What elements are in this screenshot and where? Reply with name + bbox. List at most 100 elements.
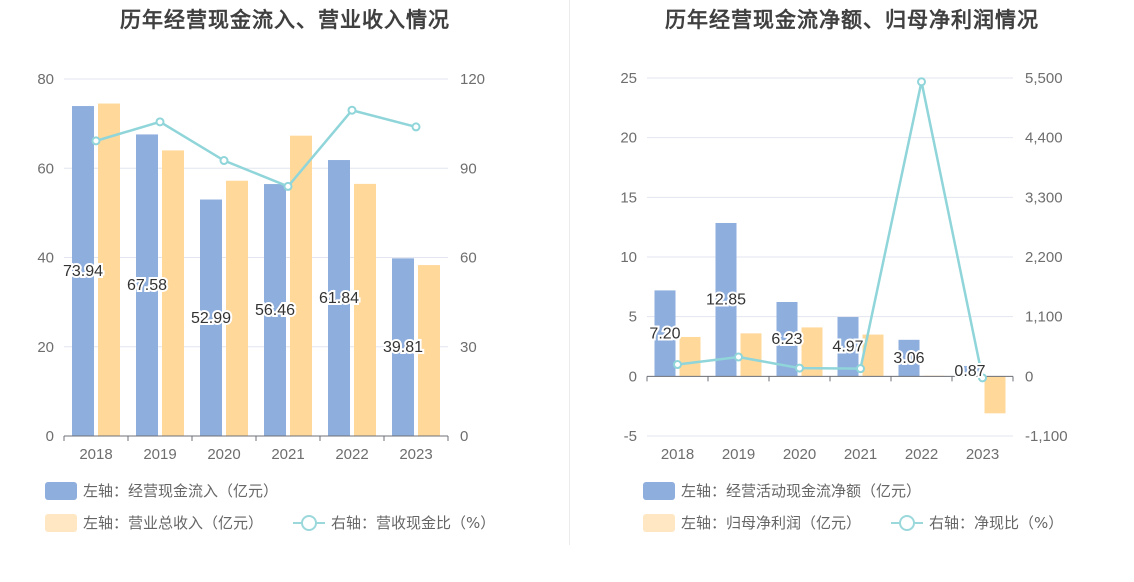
left-data-label: 52.99 bbox=[191, 310, 231, 327]
y-left-tick-label: 0 bbox=[629, 368, 637, 385]
right-bar-secondary bbox=[740, 333, 762, 377]
legend-item-left-1[interactable]: 左轴：营业总收入（亿元） bbox=[45, 512, 263, 533]
left-ratio-point bbox=[347, 105, 357, 115]
right-data-label: 3.06 bbox=[893, 350, 924, 367]
y-left-tick-label: -5 bbox=[624, 428, 637, 445]
legend-line-marker-icon bbox=[891, 514, 923, 532]
right-ratio-point bbox=[673, 360, 682, 370]
legend-item-right-2[interactable]: 右轴：净现比（%） bbox=[891, 512, 1063, 533]
y-left-tick-label: 60 bbox=[37, 160, 54, 177]
y-left-tick-label: 20 bbox=[37, 339, 54, 356]
right-ratio-point bbox=[856, 364, 865, 374]
right-bar-secondary bbox=[984, 376, 1006, 414]
right-bar-secondary bbox=[801, 327, 823, 377]
left-bar-primary bbox=[264, 184, 286, 436]
chart-panel-left: 历年经营现金流入、营业收入情况 0 20 40 60 80 0 30 60 90 120 2018 2… bbox=[37, 8, 495, 533]
right-bar-secondary bbox=[862, 334, 884, 377]
left-ratio-point bbox=[411, 122, 421, 132]
x-tick-label: 2018 bbox=[661, 446, 694, 463]
y-left-tick-label: 5 bbox=[629, 309, 637, 326]
legend-swatch-bar-primary bbox=[45, 481, 77, 500]
x-tick-label: 2021 bbox=[844, 446, 877, 463]
x-tick-label: 2020 bbox=[207, 446, 240, 463]
chart-panel-right: 历年经营现金流净额、归母净利润情况 -5 0 5 10 15 20 25 -1,100 0 1,1… bbox=[570, 0, 1134, 582]
left-bar-primary bbox=[328, 160, 350, 436]
left-ratio-line bbox=[95, 108, 417, 188]
y-left-tick-label: 25 bbox=[620, 70, 637, 87]
right-bar-primary bbox=[837, 317, 859, 377]
legend-swatch-bar-secondary bbox=[45, 513, 77, 532]
left-bar-primary bbox=[72, 106, 94, 436]
left-ratio-point bbox=[91, 136, 101, 146]
left-ratio-point bbox=[219, 156, 229, 166]
y-left-tick-label: 10 bbox=[620, 249, 637, 266]
y-right-tick-label: 30 bbox=[460, 339, 477, 356]
y-left-tick-label: 40 bbox=[37, 250, 54, 267]
y-left-tick-label: 80 bbox=[37, 71, 54, 88]
y-right-tick-label: -1,100 bbox=[1025, 428, 1068, 445]
right-bar-secondary bbox=[679, 336, 701, 377]
right-ratio-point bbox=[795, 363, 804, 373]
y-left-tick-label: 15 bbox=[620, 189, 637, 206]
left-bar-secondary bbox=[418, 265, 440, 436]
y-right-tick-label: 3,300 bbox=[1025, 189, 1063, 206]
legend-swatch-bar-secondary bbox=[643, 513, 675, 532]
left-bar-secondary bbox=[98, 103, 120, 436]
left-ratio-point bbox=[155, 117, 165, 127]
y-left-tick-label: 20 bbox=[620, 130, 637, 147]
right-bar-primary bbox=[776, 301, 798, 377]
x-tick-label: 2023 bbox=[399, 446, 432, 463]
y-right-tick-label: 90 bbox=[460, 160, 477, 177]
right-bar-primary bbox=[715, 222, 737, 377]
left-ratio-point bbox=[283, 181, 293, 191]
right-ratio-point bbox=[734, 352, 743, 362]
left-data-label: 56.46 bbox=[255, 302, 295, 319]
panel-divider bbox=[569, 0, 570, 545]
legend-item-left-2[interactable]: 右轴：营收现金比（%） bbox=[293, 512, 495, 533]
right-data-label: 4.97 bbox=[832, 339, 863, 356]
left-data-label: 73.94 bbox=[63, 263, 103, 280]
left-data-label: 67.58 bbox=[127, 277, 167, 294]
right-bar-primary bbox=[654, 290, 676, 377]
left-data-label: 39.81 bbox=[383, 339, 423, 356]
left-bar-primary bbox=[136, 134, 158, 436]
legend-swatch-bar-primary bbox=[643, 481, 675, 500]
right-ratio-point bbox=[917, 77, 926, 87]
y-right-tick-label: 0 bbox=[460, 428, 468, 445]
x-tick-label: 2019 bbox=[722, 446, 755, 463]
left-bar-secondary bbox=[354, 183, 376, 436]
y-right-tick-label: 0 bbox=[1025, 368, 1033, 385]
chart-left-svg: 0 20 40 60 80 0 30 60 90 120 2018 2019 2020 2021 2022 2… bbox=[37, 71, 485, 463]
x-tick-label: 2021 bbox=[271, 446, 304, 463]
legend-item-right-1[interactable]: 左轴：归母净利润（亿元） bbox=[643, 512, 861, 533]
y-right-tick-label: 5,500 bbox=[1025, 70, 1063, 87]
x-tick-label: 2022 bbox=[905, 446, 938, 463]
left-bar-secondary bbox=[290, 135, 312, 436]
chart-right-svg: -5 0 5 10 15 20 25 -1,100 0 1,100 2,200 3,300 4,400 5… bbox=[620, 70, 1068, 463]
right-data-label: 6.23 bbox=[771, 331, 802, 348]
legend-item-right-0[interactable]: 左轴：经营活动现金流净额（亿元） bbox=[643, 480, 921, 501]
x-tick-label: 2022 bbox=[335, 446, 368, 463]
chart-title-left: 历年经营现金流入、营业收入情况 bbox=[120, 8, 450, 32]
x-tick-label: 2019 bbox=[143, 446, 176, 463]
legend-line-marker-icon bbox=[293, 514, 325, 532]
left-bar-secondary bbox=[226, 180, 248, 436]
right-bar-primary bbox=[898, 339, 920, 377]
x-tick-label: 2023 bbox=[966, 446, 999, 463]
right-ratio-line bbox=[677, 81, 984, 379]
y-right-tick-label: 4,400 bbox=[1025, 130, 1063, 147]
right-data-label: 7.20 bbox=[649, 325, 680, 342]
left-data-label: 61.84 bbox=[319, 290, 359, 307]
x-tick-label: 2020 bbox=[783, 446, 816, 463]
x-tick-label: 2018 bbox=[79, 446, 112, 463]
legend-item-left-0[interactable]: 左轴：经营现金流入（亿元） bbox=[45, 480, 278, 501]
right-bar-primary bbox=[959, 365, 981, 377]
y-right-tick-label: 2,200 bbox=[1025, 249, 1063, 266]
right-ratio-point bbox=[978, 373, 987, 383]
left-bar-primary bbox=[392, 258, 414, 436]
left-bar-primary bbox=[200, 199, 222, 436]
y-right-tick-label: 120 bbox=[460, 71, 485, 88]
left-bar-secondary bbox=[162, 150, 184, 436]
chart-title-right: 历年经营现金流净额、归母净利润情况 bbox=[665, 8, 1039, 32]
right-data-label: 0.87 bbox=[954, 363, 985, 380]
